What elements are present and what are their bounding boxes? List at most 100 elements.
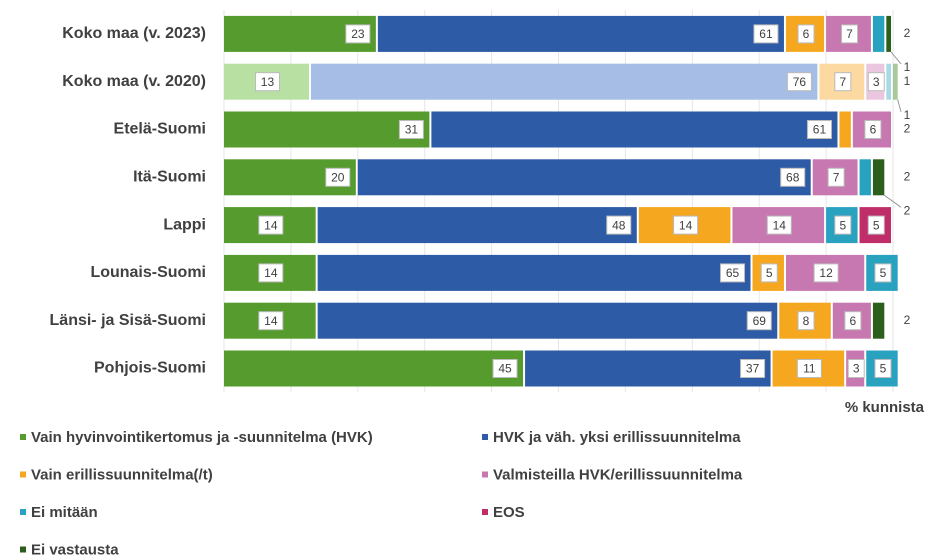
data-label: 6 xyxy=(850,314,857,328)
data-label: 2 xyxy=(904,169,911,183)
legend-label: Valmisteilla HVK/erillissuunnitelma xyxy=(493,466,743,483)
data-label: 48 xyxy=(612,218,626,232)
data-label: 2 xyxy=(904,26,911,40)
data-label: 5 xyxy=(873,218,880,232)
label-box xyxy=(325,167,351,187)
label-box xyxy=(780,167,806,187)
data-label: 69 xyxy=(753,314,767,328)
category-label: Pohjois-Suomi xyxy=(94,360,206,377)
label-box xyxy=(796,359,822,378)
category-label: Koko maa (v. 2020) xyxy=(62,73,206,90)
legend-swatch xyxy=(482,434,488,440)
label-box xyxy=(874,359,892,378)
label-box xyxy=(398,120,424,139)
label-box xyxy=(258,263,284,283)
bar-segment xyxy=(377,15,784,52)
label-box xyxy=(786,72,812,92)
label-box xyxy=(258,215,284,235)
data-label: 61 xyxy=(813,123,827,137)
data-label: 65 xyxy=(726,266,740,280)
data-label: 61 xyxy=(759,27,773,41)
data-label: 11 xyxy=(803,362,816,376)
data-label: 14 xyxy=(264,218,278,232)
label-box xyxy=(834,72,852,92)
bar-segment xyxy=(859,159,871,196)
leader-line xyxy=(890,51,902,65)
data-label: 7 xyxy=(846,27,853,41)
label-box xyxy=(813,263,839,283)
data-label: 14 xyxy=(679,218,693,232)
data-label: 20 xyxy=(331,170,345,184)
label-box xyxy=(797,24,815,44)
data-label: 3 xyxy=(873,75,880,89)
label-box xyxy=(766,215,792,235)
legend-swatch xyxy=(20,434,26,440)
data-label: 14 xyxy=(773,218,787,232)
data-label: 2 xyxy=(904,203,911,217)
label-box xyxy=(345,24,371,44)
bar-segment xyxy=(317,207,637,244)
label-box xyxy=(806,120,832,139)
data-label: 5 xyxy=(880,266,887,280)
label-box xyxy=(867,72,885,92)
data-label: 45 xyxy=(498,362,512,376)
legend-label: Vain erillissuunnitelma(/t) xyxy=(31,466,213,483)
label-box xyxy=(492,359,518,378)
label-box xyxy=(867,215,885,235)
data-label: 1 xyxy=(904,108,911,122)
label-box xyxy=(606,215,632,235)
label-box xyxy=(760,263,778,283)
legend-swatch xyxy=(20,546,26,553)
category-label: Koko maa (v. 2023) xyxy=(62,25,206,42)
category-label: Itä-Suomi xyxy=(133,169,206,186)
bar-segment xyxy=(886,63,891,100)
x-axis-label: % kunnista xyxy=(845,399,925,416)
legend-swatch xyxy=(20,509,26,515)
label-box xyxy=(834,215,852,235)
label-box xyxy=(874,263,892,283)
data-label: 5 xyxy=(766,266,773,280)
legend-label: Ei mitään xyxy=(31,504,98,521)
data-label: 31 xyxy=(405,123,419,137)
bar-segment xyxy=(317,254,751,291)
data-label: 3 xyxy=(853,362,860,376)
data-label: 23 xyxy=(351,27,365,41)
data-label: 13 xyxy=(261,75,275,89)
data-label: 1 xyxy=(904,60,911,74)
data-label: 2 xyxy=(904,313,911,327)
leader-line xyxy=(897,99,902,112)
legend-label: Vain hyvinvointikertomus ja -suunnitelma… xyxy=(31,429,373,446)
category-label: Lappi xyxy=(163,216,206,233)
label-box xyxy=(740,359,766,378)
data-label: 14 xyxy=(264,266,278,280)
label-box xyxy=(753,24,779,44)
data-label: 68 xyxy=(786,170,800,184)
bar-segment xyxy=(886,15,891,52)
bar-segment xyxy=(310,63,818,100)
bar-segment xyxy=(525,350,771,387)
data-label: 5 xyxy=(839,218,846,232)
data-label: 6 xyxy=(803,27,810,41)
data-label: 37 xyxy=(746,362,760,376)
legend-swatch xyxy=(20,471,26,478)
bar-segment xyxy=(872,159,885,196)
bar-segment xyxy=(839,111,851,148)
data-label: 12 xyxy=(819,266,833,280)
data-label: 5 xyxy=(880,362,887,376)
bar-segment xyxy=(224,111,430,148)
bar-segment xyxy=(224,350,524,387)
label-box xyxy=(827,167,845,187)
data-label: 2 xyxy=(904,122,911,136)
category-label: Lounais-Suomi xyxy=(90,264,206,281)
bar-segment xyxy=(872,15,885,52)
data-label: 14 xyxy=(264,314,278,328)
data-label: 76 xyxy=(793,75,807,89)
data-label: 7 xyxy=(833,170,840,184)
category-label: Länsi- ja Sisä-Suomi xyxy=(50,312,206,329)
data-label: 6 xyxy=(870,123,877,137)
bar-segment xyxy=(431,111,838,148)
category-label: Etelä-Suomi xyxy=(114,121,206,138)
label-box xyxy=(841,24,859,44)
label-box xyxy=(258,311,284,331)
legend-swatch xyxy=(482,471,488,478)
